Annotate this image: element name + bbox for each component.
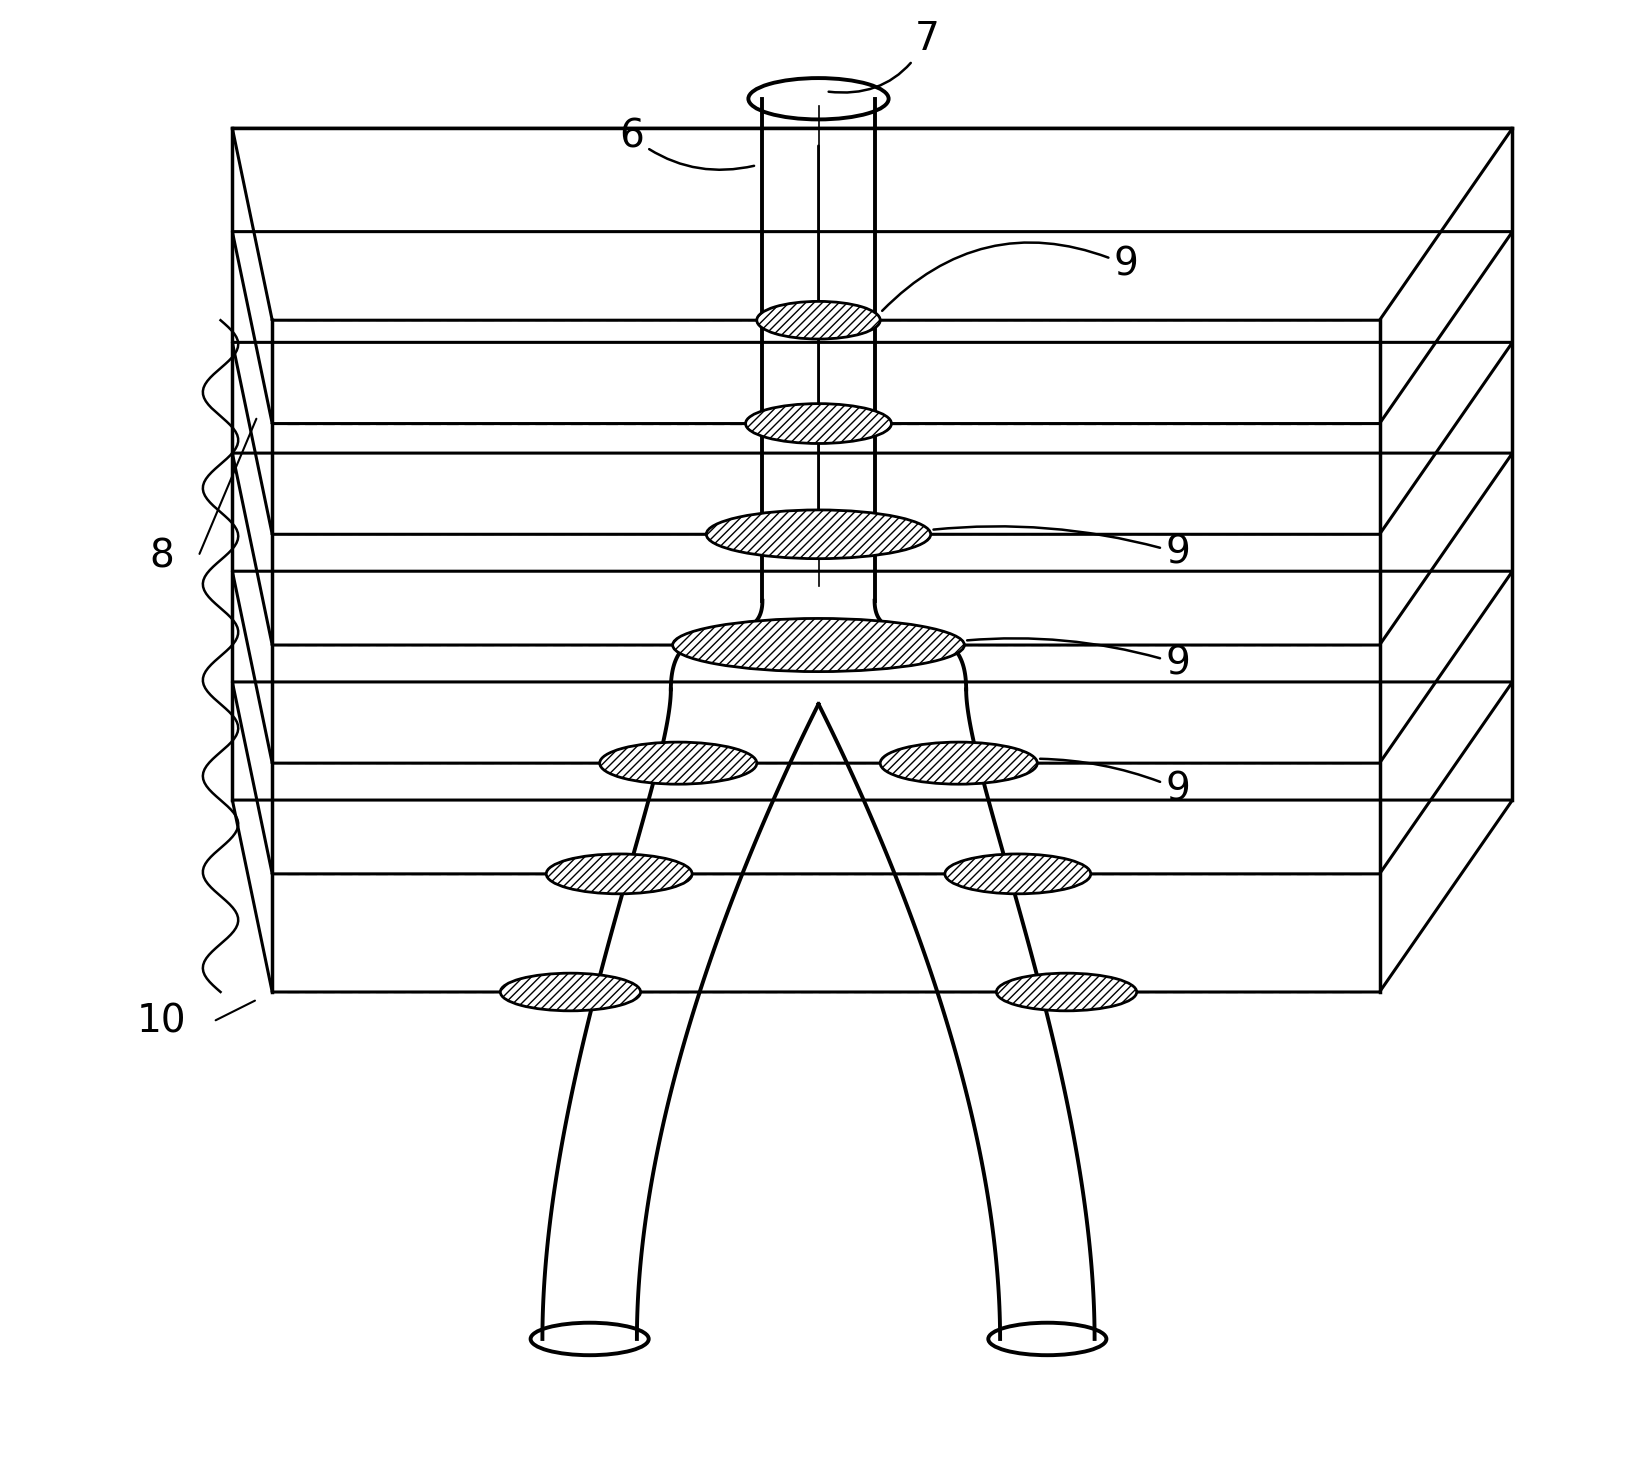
Ellipse shape xyxy=(745,403,892,443)
Ellipse shape xyxy=(881,742,1038,784)
Ellipse shape xyxy=(673,618,964,671)
Text: 9: 9 xyxy=(933,526,1190,572)
Text: 9: 9 xyxy=(967,639,1190,683)
Text: 9: 9 xyxy=(882,243,1139,311)
Ellipse shape xyxy=(547,854,692,894)
Ellipse shape xyxy=(501,974,640,1011)
Ellipse shape xyxy=(599,742,756,784)
Text: 8: 8 xyxy=(149,538,174,575)
Text: 9: 9 xyxy=(1039,759,1190,808)
Text: 6: 6 xyxy=(619,117,755,170)
Ellipse shape xyxy=(945,854,1090,894)
Ellipse shape xyxy=(756,301,881,339)
Ellipse shape xyxy=(997,974,1136,1011)
Text: 10: 10 xyxy=(136,1002,187,1040)
Ellipse shape xyxy=(706,510,931,559)
Text: 7: 7 xyxy=(828,21,940,92)
